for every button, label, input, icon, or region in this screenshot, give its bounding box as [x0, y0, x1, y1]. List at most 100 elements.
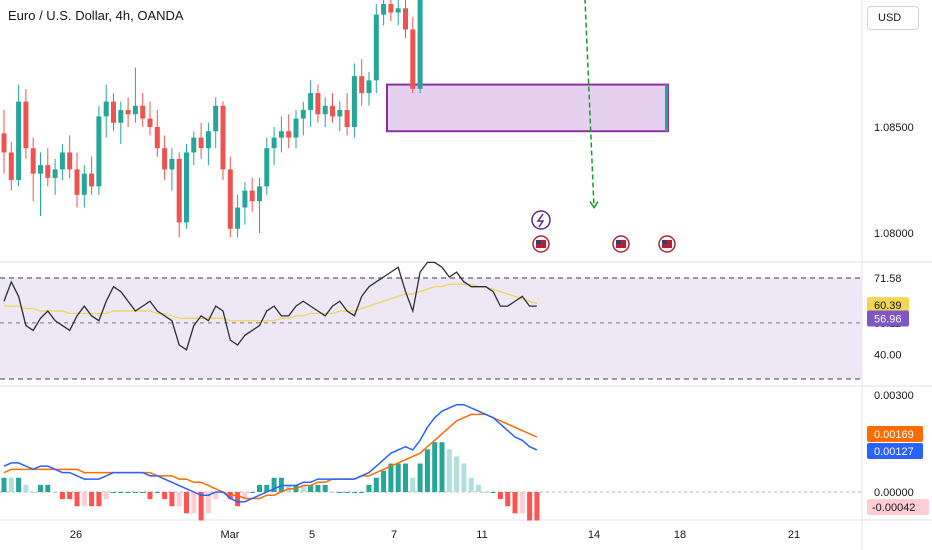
macd-histogram-bar [89, 492, 95, 507]
macd-value-tag [867, 443, 923, 459]
macd-histogram-bar [103, 492, 109, 500]
macd-signal-tag [867, 426, 923, 442]
macd-histogram-bar [16, 477, 22, 492]
candle-body [242, 190, 248, 208]
macd-hist-value: -0.00042 [872, 502, 915, 514]
candle-body [103, 101, 109, 117]
candle-body [271, 137, 277, 149]
macd-histogram-bar [300, 484, 306, 492]
candle-body [45, 165, 51, 178]
candle-body [30, 148, 36, 174]
time-tick-label: 7 [391, 529, 397, 541]
rsi-ma-tag [867, 297, 909, 314]
time-tick-label: 14 [588, 529, 600, 541]
macd-histogram-bar [410, 477, 416, 492]
candle-body [74, 169, 80, 195]
candle-body [227, 169, 233, 229]
macd-histogram-bar [176, 492, 182, 507]
macd-histogram-bar [45, 484, 51, 492]
us-flag-icon [616, 240, 621, 244]
macd-histogram-bar [52, 492, 58, 493]
candle-body [373, 14, 379, 81]
macd-value: 0.00127 [874, 446, 914, 458]
macd-histogram-bar [512, 492, 518, 514]
time-tick-label: 11 [476, 529, 487, 541]
candle-body [249, 190, 255, 202]
rsi-tick-label: 71.58 [874, 273, 902, 285]
macd-signal-value: 0.00169 [874, 429, 914, 441]
macd-histogram-bar [395, 463, 401, 492]
macd-histogram-bar [534, 492, 540, 521]
candle-body [366, 80, 372, 94]
candle-body [132, 105, 138, 115]
macd-histogram-bar [490, 492, 496, 493]
macd-histogram-bar [249, 492, 255, 493]
projection-line [584, 0, 595, 208]
macd-histogram-bar [125, 492, 131, 493]
macd-histogram-bar [147, 492, 153, 500]
candle-body [16, 101, 22, 180]
macd-histogram-bar [315, 484, 321, 492]
macd-histogram-bar [264, 484, 270, 492]
macd-histogram-bar [235, 492, 241, 507]
rsi-band [0, 278, 862, 379]
macd-histogram-bar [271, 477, 277, 492]
candle-body [38, 165, 43, 174]
candle-body [140, 105, 146, 119]
candle-body [337, 110, 343, 117]
lightning-event-icon [531, 210, 551, 230]
macd-histogram-bar [337, 492, 343, 493]
candle-body [330, 105, 335, 117]
candle-body [176, 158, 182, 223]
macd-histogram-bar [424, 449, 430, 492]
macd-histogram-bar [388, 463, 394, 492]
macd-histogram-bar [132, 492, 138, 493]
rsi-ma-value: 60.39 [874, 300, 902, 312]
macd-histogram-bar [154, 492, 160, 493]
macd-histogram-bar [468, 477, 474, 492]
macd-histogram-bar [257, 484, 262, 492]
demand-zone-edge [665, 84, 668, 132]
rsi-value-tag [867, 310, 909, 327]
candle-body [220, 105, 226, 170]
candle-body [359, 76, 365, 94]
macd-histogram-bar [330, 492, 335, 493]
rsi-ma-line [4, 283, 538, 322]
macd-histogram-bar [8, 477, 14, 492]
candle-body [417, 0, 423, 89]
candle-body [410, 29, 416, 89]
candle-body [125, 110, 131, 115]
macd-histogram-bar [381, 470, 387, 492]
candle-body [293, 118, 299, 138]
macd-histogram-bar [118, 492, 124, 493]
macd-histogram-bar [67, 492, 73, 500]
macd-histogram-bar [81, 492, 87, 507]
macd-histogram-bar [359, 492, 365, 493]
candle-body [23, 101, 29, 149]
candle-body [403, 8, 408, 30]
currency-button[interactable]: USD [867, 6, 919, 30]
candle-body [147, 118, 153, 127]
macd-histogram-bar [483, 492, 489, 493]
candle-body [191, 137, 197, 153]
candle-body [154, 127, 160, 149]
candle-body [381, 4, 387, 15]
macd-histogram-bar [169, 492, 175, 507]
macd-histogram-bar [59, 492, 65, 500]
macd-histogram-bar [198, 492, 204, 521]
candle-body [257, 186, 262, 202]
macd-histogram-bar [373, 477, 379, 492]
macd-histogram-bar [213, 492, 219, 500]
candle-body [162, 148, 168, 170]
rsi-tick-label: 40.00 [874, 350, 902, 362]
macd-histogram-bar [140, 492, 146, 493]
macd-histogram-bar [505, 492, 511, 507]
macd-histogram-bar [344, 492, 350, 493]
price-tick-label: 1.08000 [874, 228, 914, 240]
macd-histogram-bar [403, 463, 408, 492]
candle-body [213, 105, 219, 132]
candle-body [344, 110, 350, 127]
macd-histogram-bar [242, 492, 248, 500]
macd-histogram-bar [96, 492, 102, 507]
